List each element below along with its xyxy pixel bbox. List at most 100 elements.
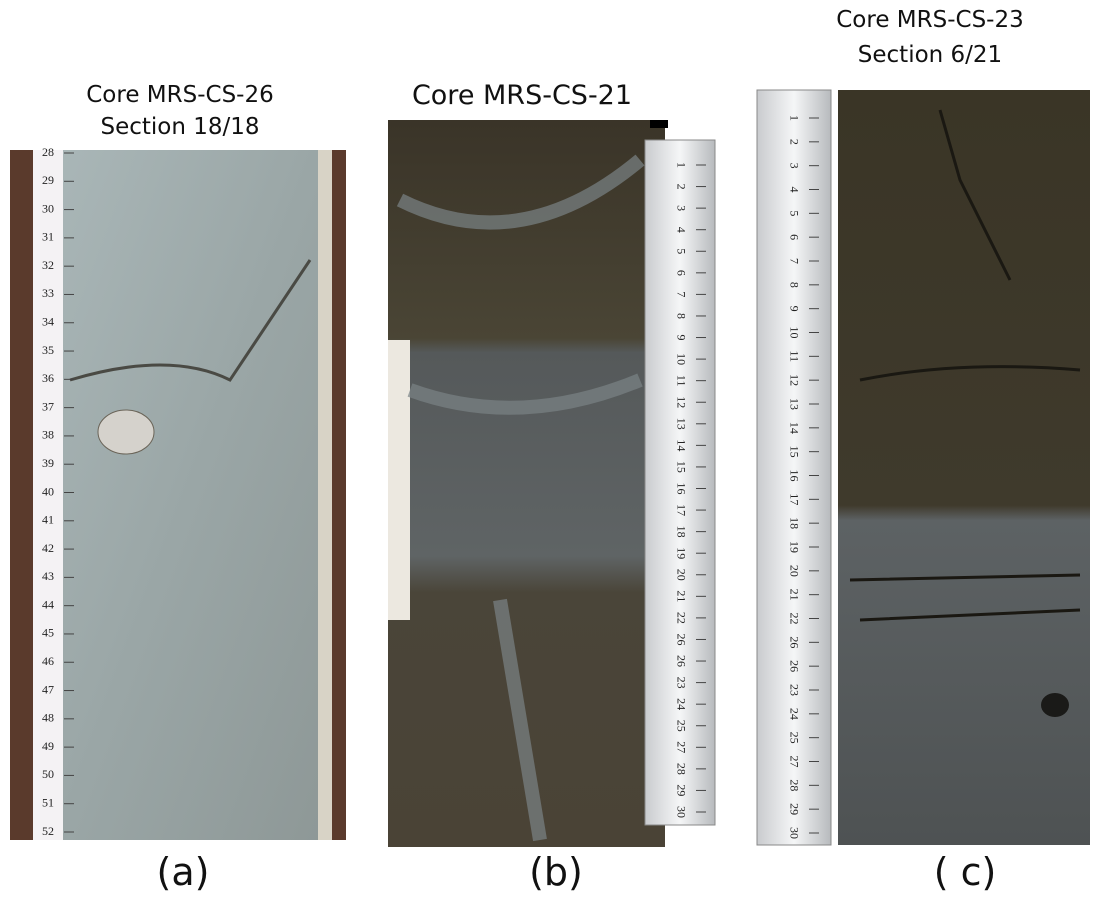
ruler-number: 22 (787, 613, 801, 625)
ruler-number: 14 (787, 422, 801, 434)
ruler-number: 10 (787, 327, 801, 339)
ruler-number: 6 (674, 270, 688, 276)
ruler-number: 42 (42, 541, 54, 555)
ruler-number: 16 (674, 483, 688, 495)
ruler-number: 52 (42, 824, 54, 838)
ruler-number: 12 (787, 374, 801, 386)
ruler-number: 4 (674, 227, 688, 233)
ruler-number: 13 (787, 398, 801, 410)
ruler-number: 20 (787, 565, 801, 577)
ruler-number: 51 (42, 795, 54, 809)
ruler-number: 9 (674, 335, 688, 341)
ruler-number: 3 (674, 205, 688, 211)
ruler-number: 2 (787, 139, 801, 145)
panel-title: Core MRS-CS-26 (86, 82, 274, 108)
ruler-number: 14 (674, 439, 688, 451)
panel-subtitle: Section 18/18 (100, 114, 259, 140)
ruler-number: 45 (42, 626, 54, 640)
ruler-number: 26 (674, 633, 688, 645)
ruler-number: 37 (42, 399, 54, 413)
panel-title: Core MRS-CS-23 (836, 7, 1024, 33)
ruler-number: 28 (42, 145, 54, 159)
ruler-number: 3 (787, 163, 801, 169)
ruler-number: 5 (787, 210, 801, 216)
ruler-number: 10 (674, 353, 688, 365)
scale-marker (650, 120, 668, 128)
ruler-number: 41 (42, 513, 54, 527)
ruler-number: 44 (42, 597, 54, 611)
ruler-number: 13 (674, 418, 688, 430)
ruler-number: 25 (674, 720, 688, 732)
tray-edge (318, 150, 332, 840)
ruler-number: 36 (42, 371, 54, 385)
ruler-number: 17 (674, 504, 688, 516)
ruler-number: 29 (787, 803, 801, 815)
panel-subtitle: Section 6/21 (858, 42, 1002, 68)
ruler-number: 4 (787, 187, 801, 193)
ruler-number: 24 (787, 708, 801, 720)
ruler-number: 18 (787, 517, 801, 529)
ruler-number: 28 (787, 779, 801, 791)
inclusion (1041, 693, 1069, 717)
ruler-number: 11 (674, 375, 688, 387)
ruler-number: 40 (42, 484, 54, 498)
ruler-number: 19 (674, 547, 688, 559)
ruler-number: 31 (42, 230, 54, 244)
ruler-number: 26 (787, 636, 801, 648)
ruler-number: 33 (42, 286, 54, 300)
ruler-number: 11 (787, 351, 801, 363)
ruler-number: 15 (787, 446, 801, 458)
ruler-number: 28 (674, 763, 688, 775)
panel-title: Core MRS-CS-21 (412, 80, 632, 111)
ruler-number: 35 (42, 343, 54, 357)
panel-label: (b) (529, 850, 583, 894)
ruler-number: 8 (787, 282, 801, 288)
ruler-number: 23 (674, 677, 688, 689)
ruler-number: 30 (674, 806, 688, 818)
ruler-number: 29 (674, 784, 688, 796)
ruler-number: 16 (787, 470, 801, 482)
ruler-number: 49 (42, 739, 54, 753)
pebble (98, 410, 154, 454)
ruler-number: 18 (674, 526, 688, 538)
ruler-number: 26 (674, 655, 688, 667)
ruler-number: 48 (42, 711, 54, 725)
ruler-number: 39 (42, 456, 54, 470)
ruler-number: 7 (787, 258, 801, 264)
ruler-number: 21 (787, 589, 801, 601)
ruler-number: 2 (674, 184, 688, 190)
ruler-number: 15 (674, 461, 688, 473)
ruler-number: 19 (787, 541, 801, 553)
tray-edge (388, 340, 410, 620)
ruler-number: 1 (674, 162, 688, 168)
ruler-number: 50 (42, 767, 54, 781)
figure: Core MRS-CS-26 Section 18/18 Core MRS-CS… (0, 0, 1097, 903)
ruler-number: 17 (787, 493, 801, 505)
panel-label: (a) (157, 850, 210, 894)
ruler-number: 38 (42, 428, 54, 442)
ruler-number: 7 (674, 291, 688, 297)
ruler-number: 21 (674, 590, 688, 602)
ruler-number: 22 (674, 612, 688, 624)
ruler-number: 27 (787, 756, 801, 768)
ruler-number: 23 (787, 684, 801, 696)
ruler-number: 47 (42, 682, 54, 696)
ruler-number: 24 (674, 698, 688, 710)
ruler-number: 8 (674, 313, 688, 319)
ruler-number: 6 (787, 234, 801, 240)
ruler-number: 34 (42, 315, 54, 329)
core-sediment (838, 90, 1090, 845)
ruler-number: 29 (42, 173, 54, 187)
ruler-number: 43 (42, 569, 54, 583)
ruler-number: 1 (787, 115, 801, 121)
ruler-number: 5 (674, 248, 688, 254)
panel-label: ( c) (934, 850, 997, 894)
ruler-number: 12 (674, 396, 688, 408)
ruler-number: 27 (674, 741, 688, 753)
ruler-number: 46 (42, 654, 54, 668)
ruler-number: 9 (787, 306, 801, 312)
ruler-number: 25 (787, 732, 801, 744)
ruler-number: 30 (787, 827, 801, 839)
ruler-number: 26 (787, 660, 801, 672)
ruler-number: 20 (674, 569, 688, 581)
